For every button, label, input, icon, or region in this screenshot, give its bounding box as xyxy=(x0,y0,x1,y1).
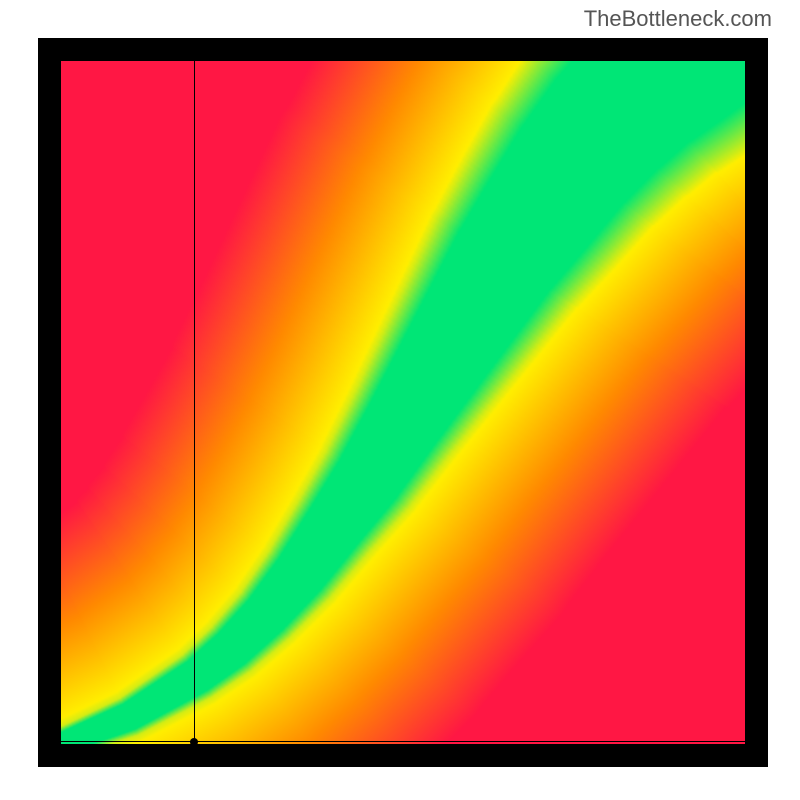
chart-frame xyxy=(0,0,800,800)
heatmap-canvas xyxy=(61,61,745,744)
frame-border-top xyxy=(38,38,768,61)
crosshair-horizontal xyxy=(61,741,745,742)
marker-dot xyxy=(190,738,198,746)
crosshair-vertical xyxy=(194,61,195,744)
frame-border-right xyxy=(745,38,768,767)
frame-border-left xyxy=(38,38,61,767)
frame-border-bottom xyxy=(38,744,768,767)
